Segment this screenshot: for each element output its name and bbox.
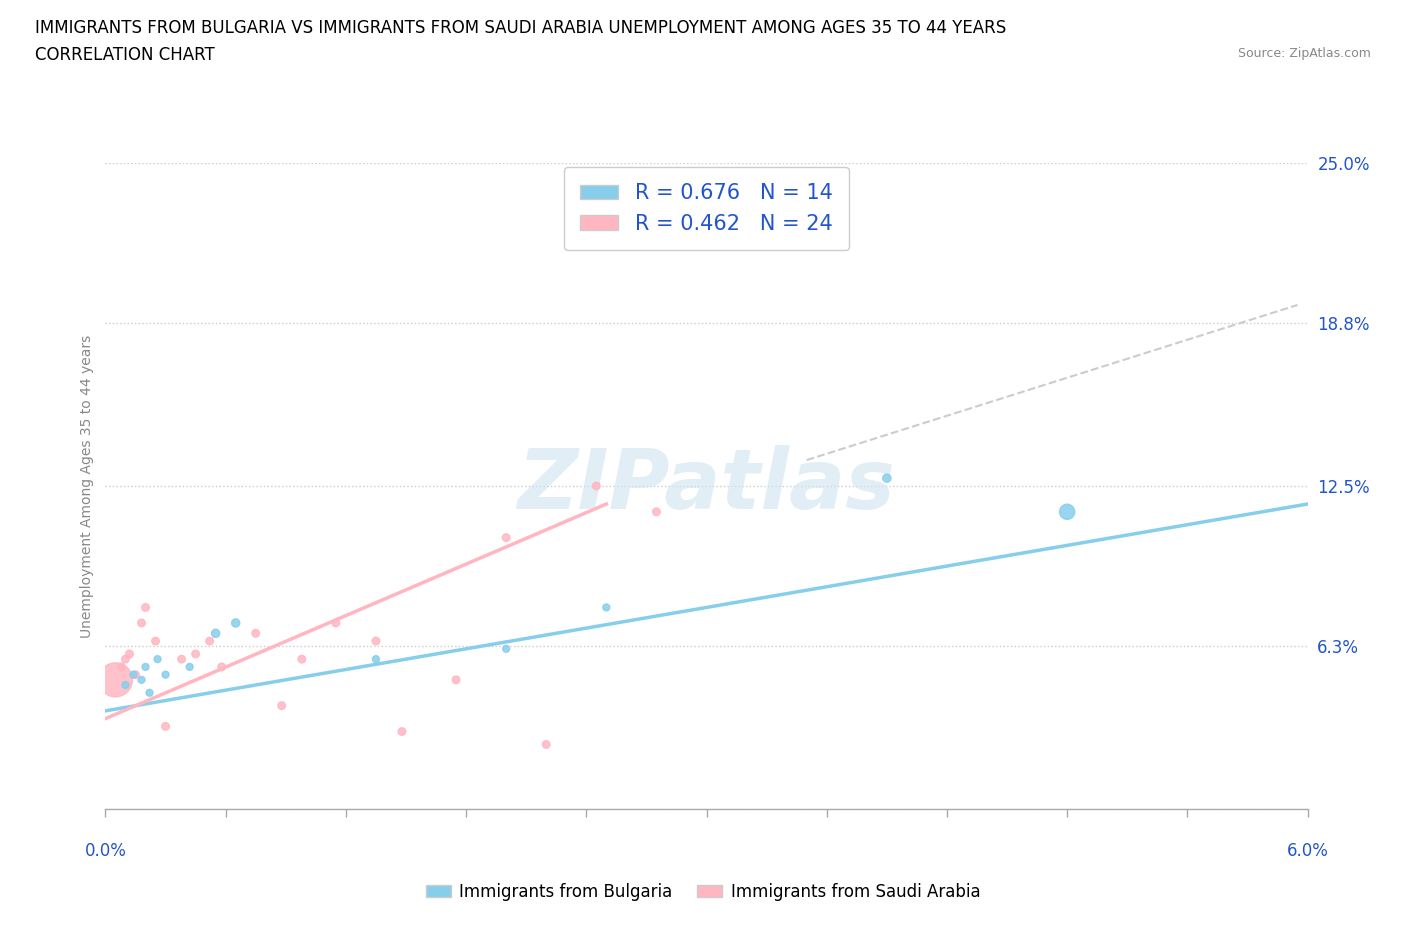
Text: 0.0%: 0.0% [84,842,127,859]
Point [145,633,167,648]
Point [364,633,387,648]
Point [245,626,267,641]
Point [211,659,233,674]
Text: 6.0%: 6.0% [1286,842,1329,859]
Point [104,672,127,687]
Text: CORRELATION CHART: CORRELATION CHART [35,46,215,64]
Point [155,719,177,734]
Text: Source: ZipAtlas.com: Source: ZipAtlas.com [1237,46,1371,60]
Y-axis label: Unemployment Among Ages 35 to 44 years: Unemployment Among Ages 35 to 44 years [80,334,94,638]
Point [876,471,898,485]
Point [131,616,153,631]
Point [155,667,177,682]
Point [645,504,668,519]
Point [135,659,157,674]
Text: ZIPatlas: ZIPatlas [517,445,896,526]
Point [270,698,292,713]
Point [146,652,169,667]
Point [291,652,314,667]
Point [110,659,132,674]
Legend: R = 0.676   N = 14, R = 0.462   N = 24: R = 0.676 N = 14, R = 0.462 N = 24 [564,166,849,250]
Point [1056,504,1078,519]
Point [122,667,145,682]
Point [114,652,136,667]
Point [444,672,467,687]
Legend: Immigrants from Bulgaria, Immigrants from Saudi Arabia: Immigrants from Bulgaria, Immigrants fro… [419,876,987,908]
Point [114,678,136,693]
Point [325,616,347,631]
Point [179,659,201,674]
Point [131,672,153,687]
Point [585,479,607,494]
Point [364,652,387,667]
Point [225,616,247,631]
Point [138,685,160,700]
Point [198,633,221,648]
Point [118,646,141,661]
Point [595,600,617,615]
Point [135,600,157,615]
Point [495,530,517,545]
Text: IMMIGRANTS FROM BULGARIA VS IMMIGRANTS FROM SAUDI ARABIA UNEMPLOYMENT AMONG AGES: IMMIGRANTS FROM BULGARIA VS IMMIGRANTS F… [35,19,1007,36]
Point [391,724,413,739]
Point [495,642,517,657]
Point [534,737,557,751]
Point [124,667,146,682]
Point [204,626,226,641]
Point [184,646,207,661]
Point [170,652,193,667]
